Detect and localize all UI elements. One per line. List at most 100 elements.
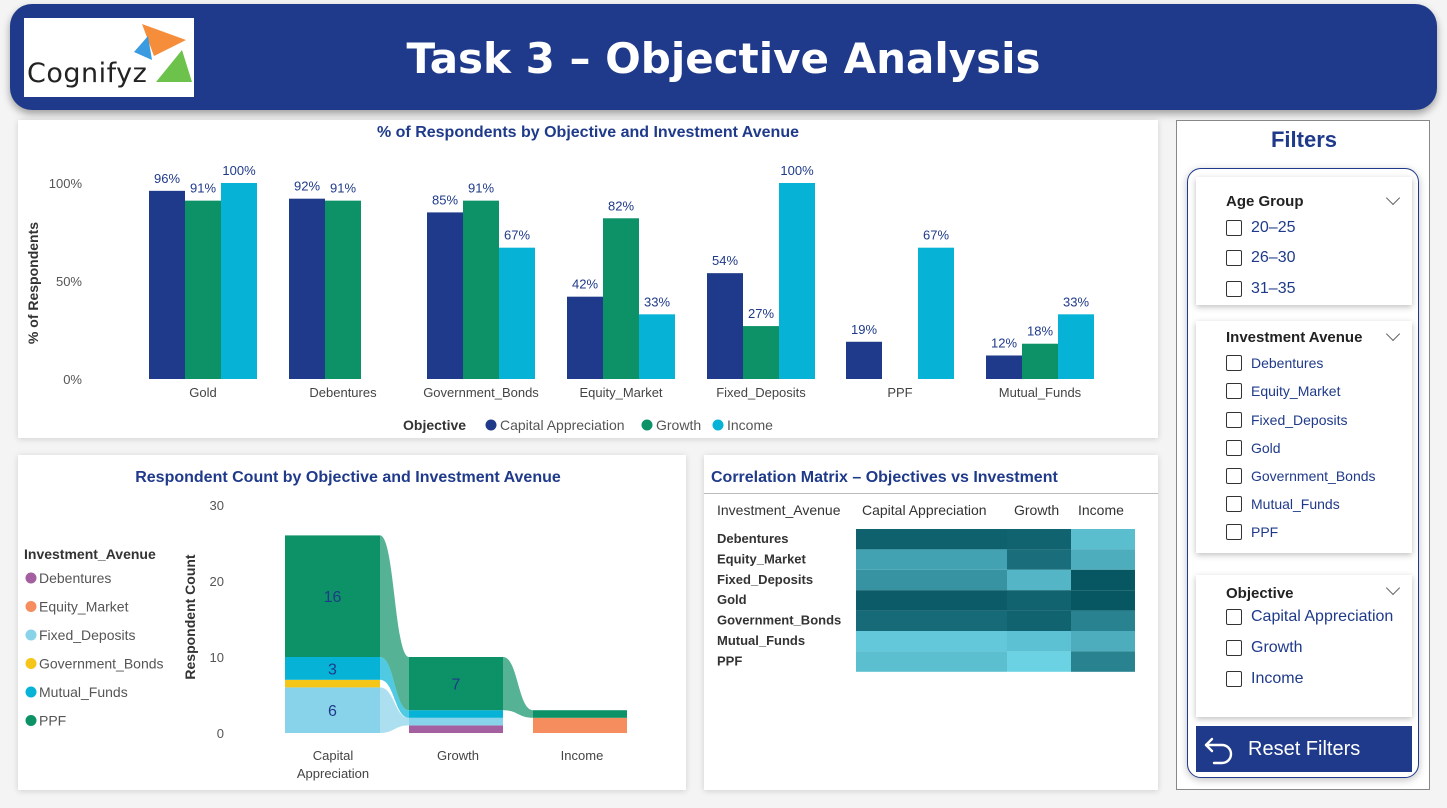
y-tick-label: 100% <box>49 176 83 191</box>
heatmap-cell[interactable] <box>1007 569 1071 591</box>
ribbon-chart: 0 10 20 30 Respondent Count Investment_Avenue… <box>24 498 627 781</box>
legend-item[interactable]: Growth <box>656 417 701 433</box>
heatmap-cell[interactable] <box>856 651 1007 672</box>
objective-option-capital-appreciation[interactable]: Capital Appreciation <box>1226 608 1393 626</box>
bar-growth[interactable] <box>185 200 221 379</box>
heatmap-cell[interactable] <box>1007 529 1071 550</box>
ribbon-segment-ppf[interactable] <box>409 657 503 711</box>
bar-income[interactable] <box>918 247 954 379</box>
checkbox-icon[interactable] <box>1226 281 1242 297</box>
bar-capital-appreciation[interactable] <box>986 355 1022 379</box>
legend-item[interactable]: Capital Appreciation <box>500 417 625 433</box>
bar-growth[interactable] <box>603 218 639 379</box>
heatmap-cell[interactable] <box>856 569 1007 591</box>
chevron-down-icon[interactable] <box>1385 326 1401 342</box>
age-option-20-25[interactable]: 20–25 <box>1226 219 1296 237</box>
bar-capital-appreciation[interactable] <box>289 198 325 379</box>
ribbon-segment-mutual-funds[interactable] <box>409 710 503 718</box>
legend-item[interactable]: Mutual_Funds <box>39 684 128 700</box>
heatmap-cell[interactable] <box>1071 529 1135 550</box>
ribbon-segment-fixed-deposits[interactable] <box>285 687 380 733</box>
legend-item[interactable]: Fixed_Deposits <box>39 627 136 643</box>
ribbon-segment-debentures[interactable] <box>409 725 503 733</box>
bar-growth[interactable] <box>743 326 779 379</box>
x-tick-label: Equity_Market <box>579 385 662 400</box>
bar-capital-appreciation[interactable] <box>427 212 463 379</box>
avenue-option-fixed-deposits[interactable]: Fixed_Deposits <box>1226 412 1348 428</box>
heatmap-cell[interactable] <box>1007 610 1071 631</box>
bar-capital-appreciation[interactable] <box>707 273 743 379</box>
objective-option-growth[interactable]: Growth <box>1226 639 1303 657</box>
heatmap-cell[interactable] <box>1071 610 1135 631</box>
heatmap-cell[interactable] <box>1007 549 1071 570</box>
checkbox-icon[interactable] <box>1226 524 1242 540</box>
bar-capital-appreciation[interactable] <box>149 190 185 379</box>
legend-item[interactable]: Government_Bonds <box>39 656 164 672</box>
ribbon-segment-ppf[interactable] <box>285 535 380 657</box>
bar-growth[interactable] <box>1022 343 1058 379</box>
checkbox-icon[interactable] <box>1226 496 1242 512</box>
heatmap-cell[interactable] <box>1007 590 1071 611</box>
heatmap-cell[interactable] <box>1071 590 1135 611</box>
heatmap-cell[interactable] <box>856 549 1007 570</box>
bar-capital-appreciation[interactable] <box>567 296 603 379</box>
ribbon-segment-equity-market[interactable] <box>533 717 627 733</box>
heatmap-cell[interactable] <box>856 610 1007 631</box>
chevron-down-icon[interactable] <box>1385 580 1401 596</box>
bar-income[interactable] <box>779 183 815 379</box>
bar-income[interactable] <box>639 314 675 379</box>
legend-item[interactable]: Income <box>727 417 773 433</box>
bar-income[interactable] <box>221 183 257 379</box>
bar-income[interactable] <box>1058 314 1094 379</box>
checkbox-icon[interactable] <box>1226 383 1242 399</box>
filters-title: Filters <box>1270 127 1338 152</box>
objective-option-income[interactable]: Income <box>1226 670 1303 688</box>
ribbon-ppf[interactable] <box>380 535 409 711</box>
heatmap-row-label: Mutual_Funds <box>717 633 805 648</box>
heatmap-cell[interactable] <box>856 529 1007 550</box>
heatmap-cell[interactable] <box>1007 651 1071 672</box>
heatmap-cell[interactable] <box>856 590 1007 611</box>
checkbox-icon[interactable] <box>1226 609 1242 625</box>
avenue-option-gold[interactable]: Gold <box>1226 440 1281 456</box>
heatmap-cell[interactable] <box>856 631 1007 652</box>
checkbox-icon[interactable] <box>1226 468 1242 484</box>
ribbon-segment-ppf[interactable] <box>533 710 627 718</box>
avenue-option-mutual-funds[interactable]: Mutual_Funds <box>1226 496 1340 512</box>
bar-income[interactable] <box>499 247 535 379</box>
ribbon-fixed-deposits[interactable] <box>380 687 409 733</box>
checkbox-icon[interactable] <box>1226 671 1242 687</box>
checkbox-icon[interactable] <box>1226 355 1242 371</box>
checkbox-icon[interactable] <box>1226 440 1242 456</box>
legend-item[interactable]: PPF <box>39 713 66 729</box>
avenue-option-debentures[interactable]: Debentures <box>1226 355 1323 371</box>
heatmap-cell[interactable] <box>1071 569 1135 591</box>
checkbox-icon[interactable] <box>1226 640 1242 656</box>
age-option-26-30[interactable]: 26–30 <box>1226 249 1296 267</box>
age-option-31-35[interactable]: 31–35 <box>1226 280 1296 298</box>
reset-filters-button[interactable]: Reset Filters <box>1196 726 1412 772</box>
avenue-option-ppf[interactable]: PPF <box>1226 524 1278 540</box>
bar-capital-appreciation[interactable] <box>846 341 882 379</box>
avenue-option-government-bonds[interactable]: Government_Bonds <box>1226 468 1376 484</box>
bar-data-label: 82% <box>608 198 634 213</box>
ribbon-segment-mutual-funds[interactable] <box>285 657 380 680</box>
checkbox-icon[interactable] <box>1226 412 1242 428</box>
heatmap-cell[interactable] <box>1007 631 1071 652</box>
heatmap-cell[interactable] <box>1071 549 1135 570</box>
bar-data-label: 96% <box>154 171 180 186</box>
bar-growth[interactable] <box>325 200 361 379</box>
chevron-down-icon[interactable] <box>1385 190 1401 206</box>
ribbon-ppf[interactable] <box>503 657 533 718</box>
heatmap-cell[interactable] <box>1071 651 1135 672</box>
legend-item[interactable]: Equity_Market <box>39 599 129 615</box>
bar-growth[interactable] <box>463 200 499 379</box>
checkbox-icon[interactable] <box>1226 250 1242 266</box>
ribbon-segment-government-bonds[interactable] <box>285 679 380 688</box>
ribbon-segment-fixed-deposits[interactable] <box>409 717 503 726</box>
ribbon-mutual-funds[interactable] <box>380 657 409 718</box>
legend-item[interactable]: Debentures <box>39 570 111 586</box>
heatmap-cell[interactable] <box>1071 631 1135 652</box>
checkbox-icon[interactable] <box>1226 220 1242 236</box>
avenue-option-equity-market[interactable]: Equity_Market <box>1226 383 1340 399</box>
